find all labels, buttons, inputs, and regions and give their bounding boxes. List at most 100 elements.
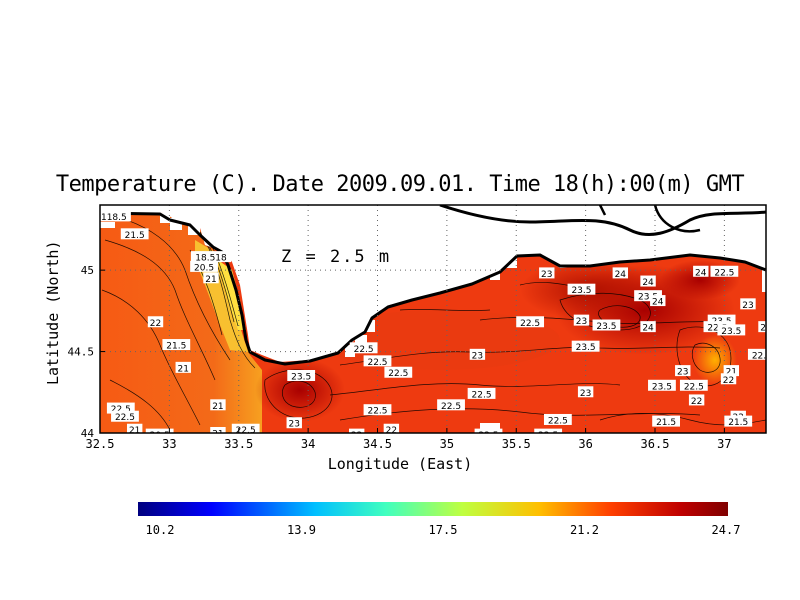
y-tick-label: 45 bbox=[81, 264, 94, 277]
contour-label: 22.5 bbox=[534, 428, 563, 441]
contour-label: 23.5 bbox=[592, 319, 621, 332]
x-tick-label: 35 bbox=[440, 437, 454, 451]
contour-label: 22.5 bbox=[111, 410, 139, 423]
svg-text:23: 23 bbox=[576, 317, 587, 327]
svg-text:22.5: 22.5 bbox=[388, 369, 408, 379]
svg-text:22.5: 22.5 bbox=[714, 268, 734, 278]
svg-text:23.5: 23.5 bbox=[638, 293, 658, 303]
colorbar bbox=[138, 502, 728, 516]
svg-text:21: 21 bbox=[212, 430, 223, 440]
contour-label: 21.5 bbox=[652, 415, 680, 428]
contour-label: 24 bbox=[640, 321, 656, 334]
svg-text:21.5: 21.5 bbox=[166, 342, 186, 352]
contour-label: 23 bbox=[577, 386, 594, 399]
contour-label: 22.5 bbox=[679, 379, 708, 392]
x-tick-label: 35.5 bbox=[502, 437, 531, 451]
svg-text:22.5: 22.5 bbox=[752, 351, 772, 361]
contour-label: 22.5 bbox=[543, 413, 572, 426]
svg-text:22: 22 bbox=[150, 319, 161, 329]
svg-text:22.5: 22.5 bbox=[520, 319, 540, 329]
contour-label: 22 bbox=[720, 373, 737, 386]
svg-text:20.5: 20.5 bbox=[194, 263, 214, 273]
svg-text:24: 24 bbox=[652, 298, 664, 308]
contour-label: 22.5 bbox=[106, 402, 135, 415]
svg-text:23: 23 bbox=[742, 301, 753, 311]
depth-label: Z = 2.5 m bbox=[281, 247, 392, 267]
contour-label: 22.5 bbox=[349, 342, 378, 355]
contour-label: 23.5 bbox=[571, 340, 600, 353]
svg-text:22.5: 22.5 bbox=[472, 390, 492, 400]
x-tick-label: 37 bbox=[717, 437, 731, 451]
x-tick-label: 32.5 bbox=[86, 437, 115, 451]
svg-text:21.5: 21.5 bbox=[656, 418, 676, 428]
contour-label: 21 bbox=[210, 399, 226, 412]
contour-label: 22.5 bbox=[710, 265, 739, 278]
colorbar-label: 17.5 bbox=[429, 523, 458, 537]
svg-text:24: 24 bbox=[615, 270, 627, 280]
colorbar-label: 10.2 bbox=[146, 523, 175, 537]
svg-text:23.5: 23.5 bbox=[576, 343, 596, 353]
svg-text:22.5: 22.5 bbox=[441, 402, 461, 412]
svg-text:21: 21 bbox=[212, 402, 223, 412]
contour-label: 23 bbox=[740, 298, 756, 311]
svg-text:22.5: 22.5 bbox=[115, 413, 135, 423]
land-mask bbox=[100, 205, 766, 362]
svg-text:23.5: 23.5 bbox=[571, 286, 591, 296]
contour-label: 23.5 bbox=[717, 324, 746, 337]
svg-text:21.5: 21.5 bbox=[728, 418, 748, 428]
contour-label: 22.5 bbox=[363, 355, 392, 368]
svg-text:21: 21 bbox=[129, 426, 140, 436]
figure-title: Temperature (C). Date 2009.09.01. Time 1… bbox=[55, 172, 745, 197]
contour-label: 21 bbox=[126, 423, 143, 436]
colorbar-label: 24.7 bbox=[712, 523, 741, 537]
svg-text:22.5: 22.5 bbox=[538, 431, 558, 441]
svg-text:22.5: 22.5 bbox=[548, 416, 568, 426]
x-tick-label: 33 bbox=[162, 437, 176, 451]
x-tick-label: 34 bbox=[301, 437, 315, 451]
contour-label: 22.5 bbox=[516, 316, 545, 329]
svg-text:22.5: 22.5 bbox=[367, 358, 387, 368]
contour-label: 23.5 bbox=[567, 283, 596, 296]
y-tick-label: 44.5 bbox=[68, 346, 95, 359]
contour-label: 22 bbox=[348, 428, 365, 441]
colorbar-label: 21.2 bbox=[570, 523, 599, 537]
contour-label: 21 bbox=[203, 272, 219, 285]
contour-label: 22 bbox=[758, 321, 771, 334]
contour-label: 21.5 bbox=[724, 415, 753, 428]
contour-label: 24 bbox=[612, 267, 629, 280]
contour-label: 24 bbox=[650, 295, 666, 308]
svg-text:23: 23 bbox=[677, 368, 688, 378]
contour-label: 23 bbox=[573, 314, 590, 327]
svg-text:18.518: 18.518 bbox=[195, 254, 227, 264]
svg-text:22.5: 22.5 bbox=[478, 431, 498, 441]
y-axis-label: Latitude (North) bbox=[44, 240, 62, 386]
contour-label: 23 bbox=[286, 417, 302, 430]
contour-label: 20.5 bbox=[145, 428, 174, 433]
contour-label: 21.5 bbox=[120, 228, 149, 241]
svg-text:21.5: 21.5 bbox=[125, 231, 145, 241]
svg-text:21: 21 bbox=[726, 368, 737, 378]
svg-text:23: 23 bbox=[289, 420, 300, 430]
svg-text:21: 21 bbox=[178, 364, 189, 374]
colorbar-label: 13.9 bbox=[287, 523, 316, 537]
contour-label: 23.5 bbox=[634, 290, 662, 303]
contour-label: 23.5 bbox=[287, 370, 316, 383]
svg-text:22.5: 22.5 bbox=[111, 405, 131, 415]
contour-label: 118.5 bbox=[100, 210, 131, 223]
svg-text:22.5: 22.5 bbox=[236, 426, 256, 436]
svg-text:23.5: 23.5 bbox=[652, 382, 672, 392]
y-tick-label: 44 bbox=[81, 427, 95, 440]
contour-label: 22.5 bbox=[437, 399, 465, 412]
svg-text:118.5: 118.5 bbox=[101, 213, 127, 223]
svg-text:22: 22 bbox=[351, 431, 362, 441]
contour-label: 20.5 bbox=[190, 260, 218, 273]
svg-text:22: 22 bbox=[691, 397, 702, 407]
svg-text:22.5: 22.5 bbox=[354, 345, 374, 355]
contour-label: 23 bbox=[539, 267, 555, 280]
svg-text:22: 22 bbox=[760, 324, 771, 334]
svg-text:22: 22 bbox=[723, 376, 734, 386]
contour-label: 22 bbox=[383, 423, 400, 433]
x-tick-label: 36.5 bbox=[641, 437, 670, 451]
